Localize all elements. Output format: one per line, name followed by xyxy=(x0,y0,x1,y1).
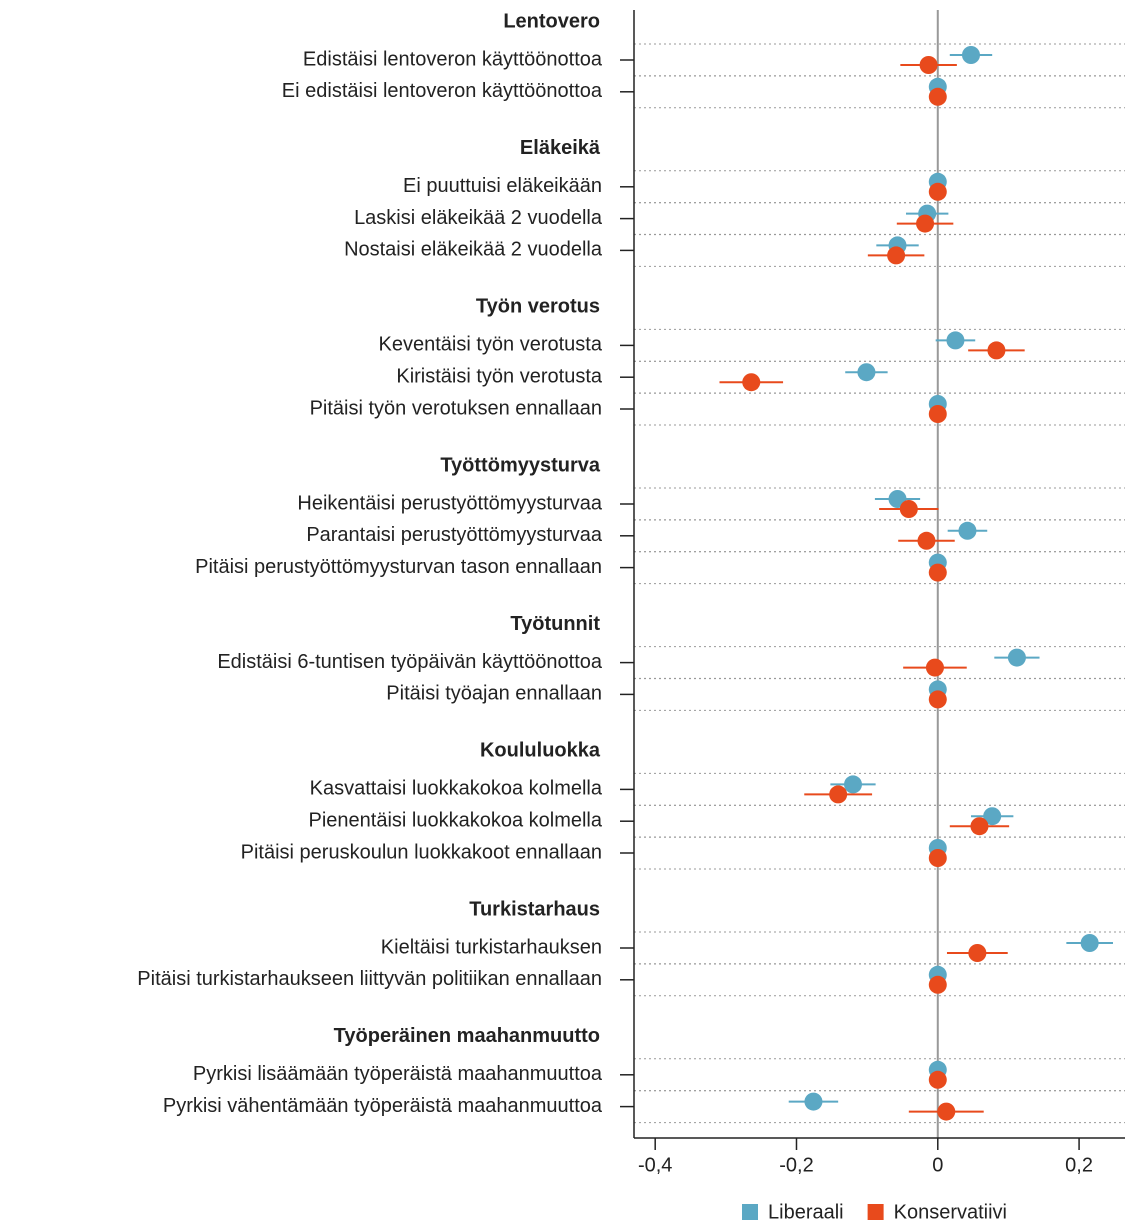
dot xyxy=(928,405,947,423)
dot xyxy=(946,331,965,350)
y-tick-label: Keventäisi työn verotusta xyxy=(379,334,603,356)
y-tick-label: Pitäisi työn verotuksen ennallaan xyxy=(310,397,602,419)
y-tick-label: Kasvattaisi luokkakokoa kolmella xyxy=(310,778,603,800)
dot xyxy=(917,531,936,550)
dot xyxy=(928,1070,947,1089)
x-tick-label: 0,2 xyxy=(1065,1154,1093,1176)
dot xyxy=(928,182,947,201)
dot xyxy=(928,87,947,106)
group-header: Työtunnit xyxy=(510,613,600,635)
x-tick-label: 0 xyxy=(932,1154,943,1176)
dot xyxy=(857,363,876,382)
y-tick-label: Parantaisi perustyöttömyysturvaa xyxy=(306,524,603,546)
y-tick-label: Pitäisi perustyöttömyysturvan tason enna… xyxy=(195,556,602,578)
x-tick-label: -0,2 xyxy=(779,1154,813,1176)
dot xyxy=(742,373,761,392)
group-header: Eläkeikä xyxy=(520,137,601,159)
dot xyxy=(887,246,906,265)
dot xyxy=(1007,648,1026,667)
group-header: Lentovero xyxy=(503,10,600,32)
y-tick-label: Kiristäisi työn verotusta xyxy=(396,365,603,387)
group-header: Työttömyysturva xyxy=(440,454,601,476)
dot xyxy=(899,500,918,518)
y-tick-label: Pitäisi peruskoulun luokkakoot ennallaan xyxy=(241,841,602,863)
y-tick-label: Pitäisi työajan ennallaan xyxy=(386,683,602,705)
dot xyxy=(1080,934,1099,952)
y-tick-label: Laskisi eläkeikää 2 vuodella xyxy=(354,207,603,229)
dot xyxy=(925,658,944,677)
y-tick-label: Pyrkisi lisäämään työperäistä maahanmuut… xyxy=(193,1063,603,1085)
legend-swatch xyxy=(867,1204,884,1220)
dot xyxy=(958,521,977,540)
group-header: Työperäinen maahanmuutto xyxy=(334,1025,600,1047)
dot xyxy=(928,975,947,994)
group-header: Työn verotus xyxy=(476,296,600,318)
dot xyxy=(983,807,1002,826)
x-tick-label: -0,4 xyxy=(638,1154,672,1176)
y-tick-label: Kieltäisi turkistarhauksen xyxy=(381,936,602,958)
y-tick-label: Ei edistäisi lentoveron käyttöönottoa xyxy=(282,80,603,102)
y-tick-label: Pienentäisi luokkakokoa kolmella xyxy=(309,809,603,831)
y-tick-label: Edistäisi 6-tuntisen työpäivän käyttööno… xyxy=(217,651,603,673)
y-tick-label: Pitäisi turkistarhaukseen liittyvän poli… xyxy=(137,968,602,990)
dot xyxy=(916,214,935,233)
legend-label: Konservatiivi xyxy=(894,1201,1007,1223)
dot xyxy=(928,849,947,867)
dot xyxy=(844,775,863,794)
legend-swatch xyxy=(742,1204,758,1220)
group-header: Koululuokka xyxy=(480,740,601,762)
y-tick-label: Nostaisi eläkeikää 2 vuodella xyxy=(344,239,603,261)
dot xyxy=(804,1092,823,1111)
dot xyxy=(928,690,947,709)
legend-label: Liberaali xyxy=(768,1201,844,1223)
dot xyxy=(919,56,938,74)
dot xyxy=(928,563,947,582)
group-header: Turkistarhaus xyxy=(469,898,600,920)
dot xyxy=(937,1102,956,1121)
dot xyxy=(970,817,989,836)
dot xyxy=(829,785,848,804)
dot xyxy=(961,46,980,64)
y-tick-label: Edistäisi lentoveron käyttöönottoa xyxy=(303,48,603,70)
y-tick-label: Pyrkisi vähentämään työperäistä maahanmu… xyxy=(163,1095,603,1117)
y-tick-label: Heikentäisi perustyöttömyysturvaa xyxy=(297,492,602,514)
dot xyxy=(968,944,987,962)
y-tick-label: Ei puuttuisi eläkeikään xyxy=(403,175,602,197)
dot xyxy=(987,341,1006,360)
